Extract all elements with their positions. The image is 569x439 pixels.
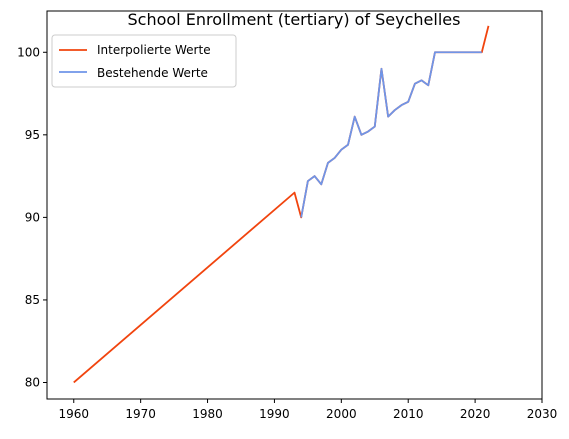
- y-tick-label: 80: [25, 375, 40, 389]
- x-axis: 1960 1970 1980 1990 2000 2010 2020 2030: [58, 399, 557, 421]
- y-tick-label: 85: [25, 293, 40, 307]
- x-tick-label: 2000: [326, 407, 357, 421]
- plot-frame: [46, 10, 543, 400]
- x-tick-label: 2010: [393, 407, 424, 421]
- legend-box: [51, 34, 237, 88]
- y-tick-label: 95: [25, 128, 40, 142]
- x-tick-label: 2030: [527, 407, 558, 421]
- x-tick-label: 1990: [259, 407, 290, 421]
- legend: Interpolierte Werte Bestehende Werte: [51, 34, 237, 88]
- x-tick-label: 1970: [125, 407, 156, 421]
- chart-title: School Enrollment (tertiary) of Seychell…: [128, 10, 461, 29]
- series-line-existing: [300, 51, 482, 218]
- y-axis: 80 85 90 95 100: [17, 45, 47, 389]
- x-tick-label: 2020: [460, 407, 491, 421]
- x-tick-label: 1980: [192, 407, 223, 421]
- y-tick-label: 100: [17, 45, 40, 59]
- series-layer: [73, 25, 490, 384]
- legend-label-interpolated: Interpolierte Werte: [97, 43, 211, 57]
- legend-label-existing: Bestehende Werte: [97, 66, 208, 80]
- y-tick-label: 90: [25, 210, 40, 224]
- x-tick-label: 1960: [58, 407, 89, 421]
